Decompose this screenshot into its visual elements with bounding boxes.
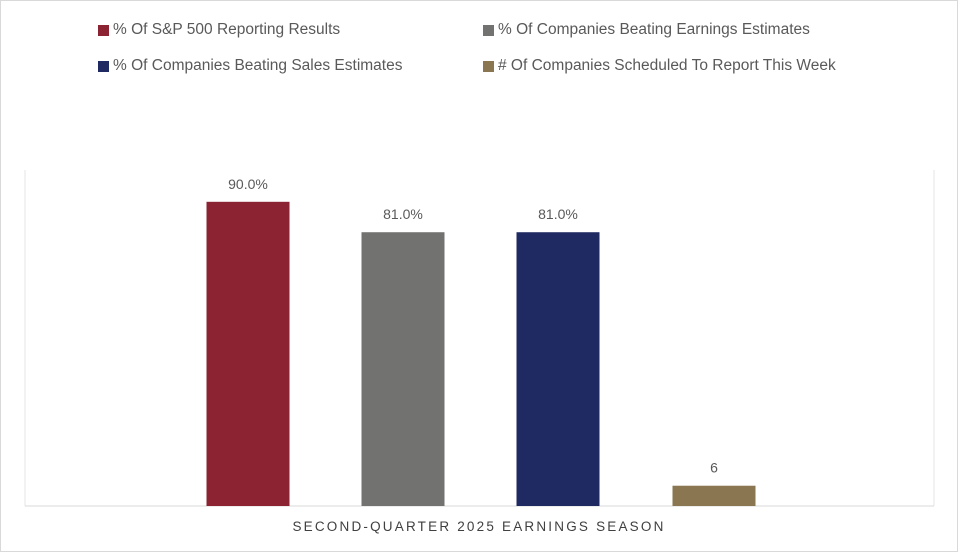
bar-earnings [361, 232, 445, 506]
legend-label-reporting: % Of S&P 500 Reporting Results [113, 21, 341, 38]
legend-label-sales: % Of Companies Beating Sales Estimates [113, 57, 403, 74]
data-label-scheduled: 6 [710, 460, 718, 476]
legend-item-earnings: % Of Companies Beating Earnings Estimate… [483, 20, 810, 40]
bars-group: 90.0% 81.0% 81.0% 6 [206, 176, 756, 507]
legend-label-scheduled: # Of Companies Scheduled To Report This … [498, 57, 836, 74]
legend-item-scheduled: # Of Companies Scheduled To Report This … [483, 56, 836, 76]
data-label-earnings: 81.0% [383, 206, 423, 222]
bar-sales [516, 232, 600, 506]
x-axis-label: SECOND-QUARTER 2025 EARNINGS SEASON [292, 519, 665, 534]
data-label-reporting: 90.0% [228, 176, 268, 192]
legend-swatch-reporting [98, 24, 109, 36]
bar-reporting [206, 201, 290, 507]
legend-swatch-sales [98, 60, 109, 72]
legend-swatch-earnings [483, 24, 494, 36]
legend-swatch-scheduled [483, 60, 494, 72]
bar-scheduled [672, 485, 756, 506]
legend-item-sales: % Of Companies Beating Sales Estimates [98, 56, 402, 76]
legend-item-reporting: % Of S&P 500 Reporting Results [98, 20, 340, 40]
data-label-sales: 81.0% [538, 206, 578, 222]
chart-legend: % Of S&P 500 Reporting Results % Of Comp… [98, 20, 918, 84]
legend-label-earnings: % Of Companies Beating Earnings Estimate… [498, 21, 810, 38]
